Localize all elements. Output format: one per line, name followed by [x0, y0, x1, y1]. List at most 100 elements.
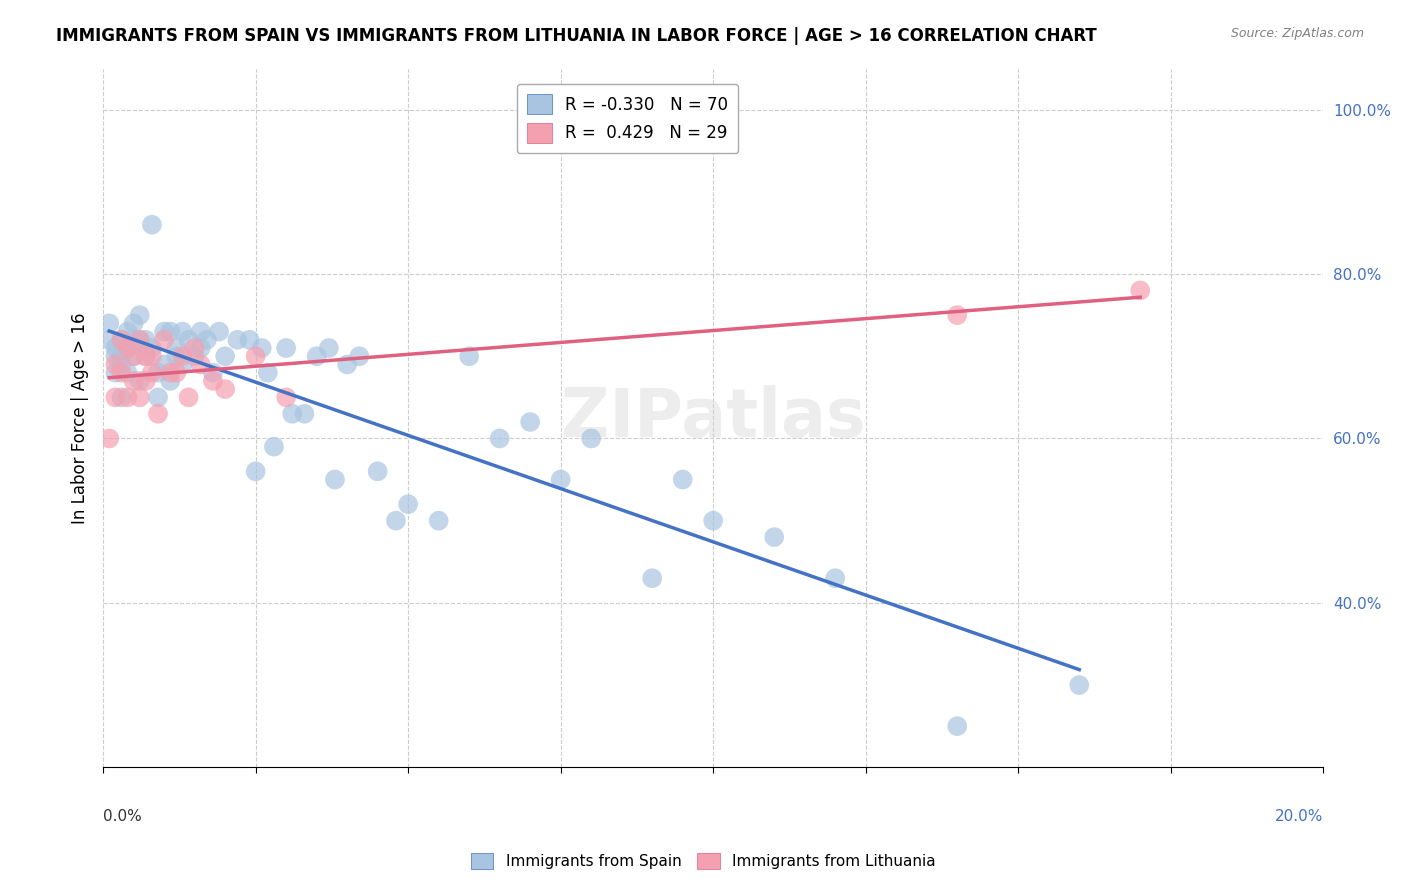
Point — [135, 333, 157, 347]
Point — [104, 341, 127, 355]
Point — [183, 349, 205, 363]
Point — [488, 432, 510, 446]
Point — [550, 473, 572, 487]
Point — [177, 390, 200, 404]
Point — [190, 358, 212, 372]
Point — [172, 358, 194, 372]
Point — [396, 497, 419, 511]
Legend: R = -0.330   N = 70, R =  0.429   N = 29: R = -0.330 N = 70, R = 0.429 N = 29 — [517, 84, 738, 153]
Point — [281, 407, 304, 421]
Point — [208, 325, 231, 339]
Point — [117, 341, 139, 355]
Point — [128, 308, 150, 322]
Point — [190, 325, 212, 339]
Point — [323, 473, 346, 487]
Point — [672, 473, 695, 487]
Point — [98, 432, 121, 446]
Point — [122, 317, 145, 331]
Point — [190, 341, 212, 355]
Point — [385, 514, 408, 528]
Point — [177, 333, 200, 347]
Point — [128, 374, 150, 388]
Point — [117, 366, 139, 380]
Point — [159, 366, 181, 380]
Point — [276, 341, 298, 355]
Point — [135, 349, 157, 363]
Point — [245, 349, 267, 363]
Point — [519, 415, 541, 429]
Point — [702, 514, 724, 528]
Point — [276, 390, 298, 404]
Point — [226, 333, 249, 347]
Point — [172, 349, 194, 363]
Point — [165, 366, 187, 380]
Point — [110, 358, 132, 372]
Point — [763, 530, 786, 544]
Point — [238, 333, 260, 347]
Point — [128, 390, 150, 404]
Point — [349, 349, 371, 363]
Point — [141, 218, 163, 232]
Y-axis label: In Labor Force | Age > 16: In Labor Force | Age > 16 — [72, 312, 89, 524]
Text: 0.0%: 0.0% — [103, 809, 142, 824]
Text: Source: ZipAtlas.com: Source: ZipAtlas.com — [1230, 27, 1364, 40]
Point — [122, 374, 145, 388]
Point — [263, 440, 285, 454]
Point — [427, 514, 450, 528]
Point — [110, 366, 132, 380]
Point — [128, 333, 150, 347]
Point — [122, 349, 145, 363]
Point — [214, 382, 236, 396]
Point — [122, 333, 145, 347]
Point — [195, 333, 218, 347]
Point — [367, 464, 389, 478]
Point — [110, 333, 132, 347]
Point — [104, 390, 127, 404]
Point — [336, 358, 359, 372]
Point — [201, 366, 224, 380]
Text: 20.0%: 20.0% — [1275, 809, 1323, 824]
Point — [117, 390, 139, 404]
Point — [318, 341, 340, 355]
Point — [159, 325, 181, 339]
Point — [183, 341, 205, 355]
Point — [257, 366, 280, 380]
Point — [104, 366, 127, 380]
Point — [141, 341, 163, 355]
Point — [1129, 284, 1152, 298]
Point — [153, 333, 176, 347]
Point — [165, 341, 187, 355]
Point — [245, 464, 267, 478]
Point — [153, 358, 176, 372]
Text: IMMIGRANTS FROM SPAIN VS IMMIGRANTS FROM LITHUANIA IN LABOR FORCE | AGE > 16 COR: IMMIGRANTS FROM SPAIN VS IMMIGRANTS FROM… — [56, 27, 1097, 45]
Point — [117, 325, 139, 339]
Point — [153, 325, 176, 339]
Point — [294, 407, 316, 421]
Point — [146, 390, 169, 404]
Point — [104, 358, 127, 372]
Point — [641, 571, 664, 585]
Point — [165, 349, 187, 363]
Point — [946, 719, 969, 733]
Point — [141, 349, 163, 363]
Point — [117, 341, 139, 355]
Point — [122, 349, 145, 363]
Point — [172, 325, 194, 339]
Point — [104, 349, 127, 363]
Point — [128, 333, 150, 347]
Point — [98, 333, 121, 347]
Point — [458, 349, 481, 363]
Text: ZIPatlas: ZIPatlas — [561, 384, 866, 450]
Point — [98, 317, 121, 331]
Point — [946, 308, 969, 322]
Point — [110, 390, 132, 404]
Point — [250, 341, 273, 355]
Point — [305, 349, 328, 363]
Point — [141, 366, 163, 380]
Point — [1069, 678, 1091, 692]
Point — [159, 374, 181, 388]
Point — [135, 349, 157, 363]
Point — [146, 407, 169, 421]
Point — [201, 374, 224, 388]
Point — [824, 571, 846, 585]
